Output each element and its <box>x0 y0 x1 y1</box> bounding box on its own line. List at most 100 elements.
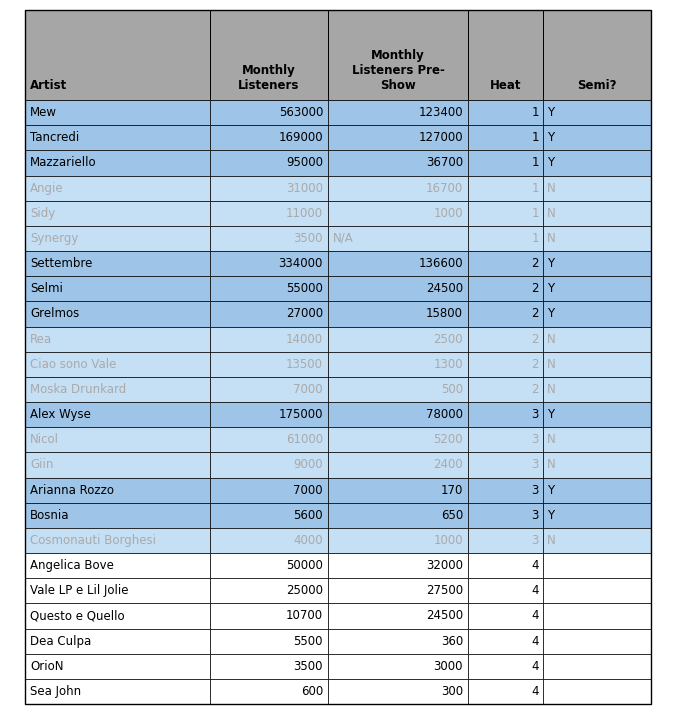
Bar <box>25 503 210 528</box>
Text: 2: 2 <box>531 383 539 396</box>
Bar <box>468 10 543 100</box>
Bar <box>328 176 468 201</box>
Text: Y: Y <box>547 106 554 119</box>
Text: Y: Y <box>547 257 554 270</box>
Text: Y: Y <box>547 308 554 321</box>
Bar <box>468 151 543 176</box>
Text: 4: 4 <box>531 610 539 623</box>
Text: Artist: Artist <box>30 79 67 92</box>
Bar <box>25 176 210 201</box>
Bar <box>468 301 543 326</box>
Text: Y: Y <box>547 131 554 144</box>
Bar <box>25 427 210 453</box>
Bar <box>328 100 468 125</box>
Bar <box>328 326 468 352</box>
Bar <box>25 352 210 377</box>
Text: N: N <box>547 358 556 371</box>
Bar <box>25 478 210 503</box>
Text: Nicol: Nicol <box>30 433 59 446</box>
Text: 36700: 36700 <box>426 156 463 169</box>
Bar <box>210 226 328 251</box>
Text: 169000: 169000 <box>279 131 323 144</box>
Text: 500: 500 <box>441 383 463 396</box>
Bar <box>25 251 210 276</box>
Bar <box>328 503 468 528</box>
Bar <box>328 553 468 578</box>
Text: 1: 1 <box>531 106 539 119</box>
Bar <box>468 276 543 301</box>
Bar <box>468 578 543 603</box>
Bar <box>210 10 328 100</box>
Bar <box>543 276 651 301</box>
Text: 1000: 1000 <box>433 534 463 547</box>
Bar <box>210 528 328 553</box>
Bar <box>328 578 468 603</box>
Bar <box>328 151 468 176</box>
Text: Semi?: Semi? <box>577 79 617 92</box>
Text: 1: 1 <box>531 181 539 195</box>
Bar <box>25 301 210 326</box>
Bar <box>328 301 468 326</box>
Text: 4: 4 <box>531 584 539 597</box>
Bar <box>328 226 468 251</box>
Bar <box>210 603 328 628</box>
Bar <box>468 603 543 628</box>
Bar <box>543 427 651 453</box>
Bar <box>210 478 328 503</box>
Bar <box>468 176 543 201</box>
Text: 16700: 16700 <box>426 181 463 195</box>
Bar <box>25 276 210 301</box>
Text: 5600: 5600 <box>293 509 323 522</box>
Bar <box>210 125 328 151</box>
Bar <box>25 326 210 352</box>
Bar <box>328 352 468 377</box>
Bar <box>210 100 328 125</box>
Text: 24500: 24500 <box>426 282 463 296</box>
Bar <box>468 528 543 553</box>
Text: Angie: Angie <box>30 181 64 195</box>
Bar <box>210 503 328 528</box>
Bar <box>328 251 468 276</box>
Bar <box>25 100 210 125</box>
Text: Alex Wyse: Alex Wyse <box>30 408 91 421</box>
Bar <box>543 125 651 151</box>
Bar <box>543 201 651 226</box>
Bar <box>543 603 651 628</box>
Bar <box>210 578 328 603</box>
Text: 55000: 55000 <box>286 282 323 296</box>
Text: 10700: 10700 <box>286 610 323 623</box>
Bar <box>25 453 210 478</box>
Text: 3: 3 <box>531 483 539 496</box>
Text: Moska Drunkard: Moska Drunkard <box>30 383 126 396</box>
Text: Y: Y <box>547 156 554 169</box>
Text: N/A: N/A <box>333 232 354 245</box>
Text: 5500: 5500 <box>293 635 323 648</box>
Text: Ciao sono Vale: Ciao sono Vale <box>30 358 116 371</box>
Bar <box>328 402 468 427</box>
Text: Sea John: Sea John <box>30 685 81 698</box>
Text: Y: Y <box>547 408 554 421</box>
Bar <box>25 402 210 427</box>
Bar <box>468 402 543 427</box>
Bar <box>210 427 328 453</box>
Bar <box>25 377 210 402</box>
Bar <box>210 201 328 226</box>
Text: Y: Y <box>547 282 554 296</box>
Bar <box>328 377 468 402</box>
Bar <box>468 553 543 578</box>
Text: 50000: 50000 <box>286 559 323 572</box>
Text: 27500: 27500 <box>426 584 463 597</box>
Text: 31000: 31000 <box>286 181 323 195</box>
Bar <box>543 478 651 503</box>
Text: 15800: 15800 <box>426 308 463 321</box>
Text: OrioN: OrioN <box>30 660 64 673</box>
Text: 170: 170 <box>441 483 463 496</box>
Text: 3500: 3500 <box>293 660 323 673</box>
Bar <box>25 528 210 553</box>
Bar <box>25 653 210 679</box>
Text: Mazzariello: Mazzariello <box>30 156 97 169</box>
Text: 5200: 5200 <box>433 433 463 446</box>
Bar <box>543 679 651 704</box>
Bar <box>543 301 651 326</box>
Text: Synergy: Synergy <box>30 232 78 245</box>
